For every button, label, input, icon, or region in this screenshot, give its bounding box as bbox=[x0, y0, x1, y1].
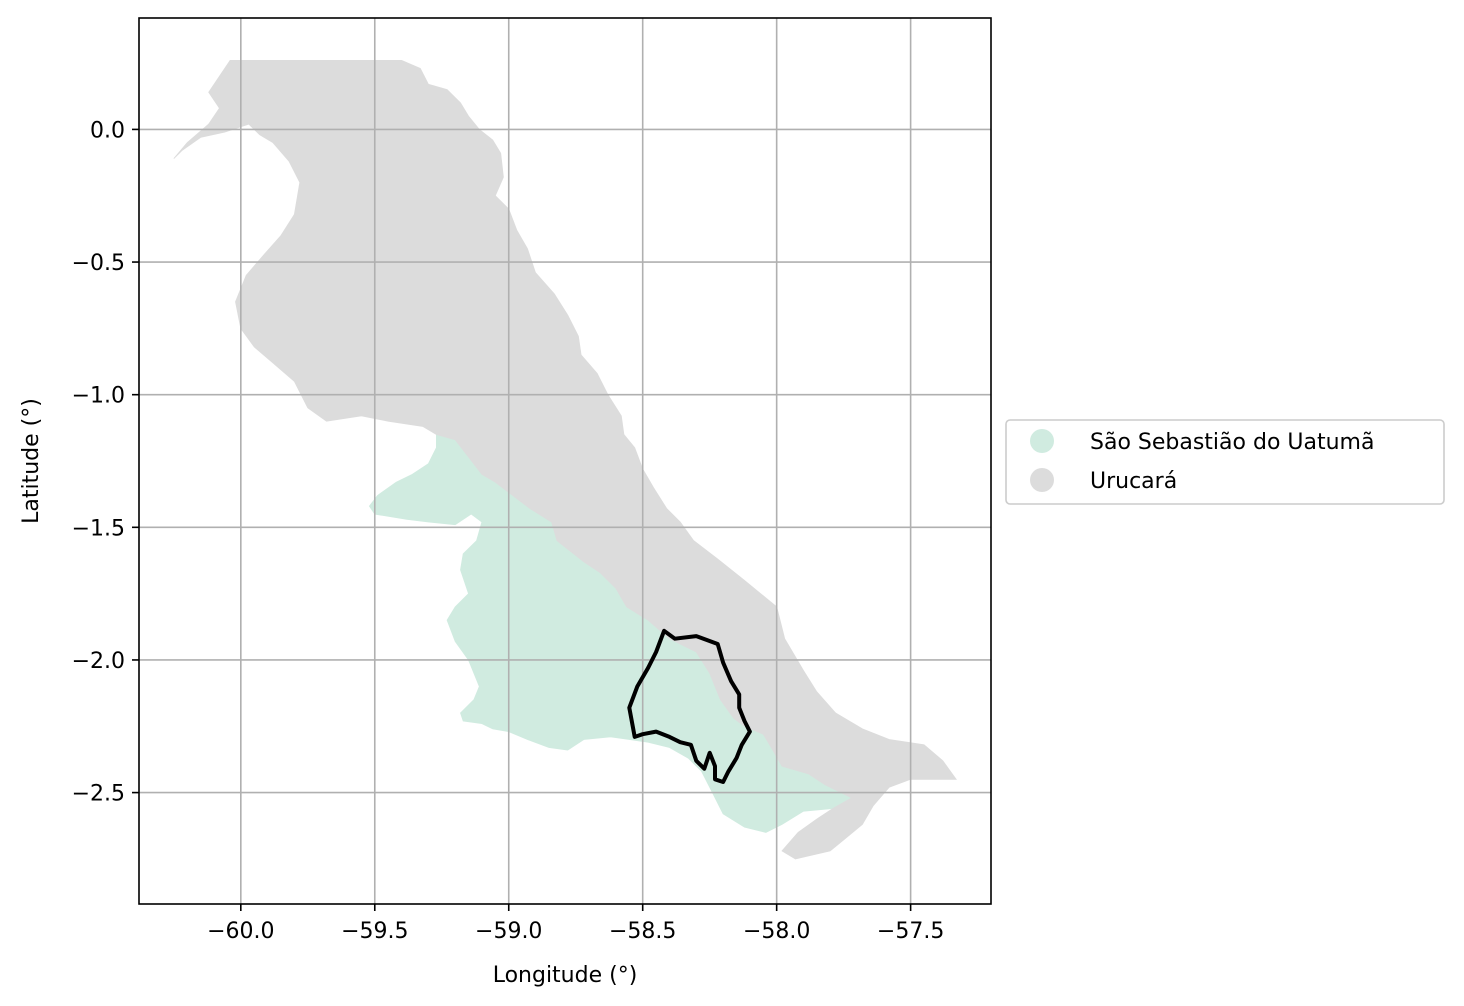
x-axis-label: Longitude (°) bbox=[493, 963, 638, 988]
x-axis-ticks: −60.0 −59.5 −59.0 −58.5 −58.0 −57.5 bbox=[207, 904, 944, 944]
x-tick-label: −58.0 bbox=[743, 919, 810, 944]
legend-frame bbox=[1005, 419, 1445, 505]
x-tick-label: −57.5 bbox=[877, 919, 944, 944]
highlight-outline-layer bbox=[627, 628, 752, 784]
axes-frame bbox=[138, 17, 992, 905]
y-tick-label: −2.0 bbox=[72, 649, 125, 674]
y-tick-label: −0.5 bbox=[72, 251, 125, 276]
y-tick-label: −1.0 bbox=[72, 384, 125, 409]
y-tick-label: 0.0 bbox=[90, 118, 125, 143]
y-tick-label: −2.5 bbox=[72, 782, 125, 807]
y-axis-label: Latitude (°) bbox=[19, 398, 44, 524]
legend-marker-sao-sebastiao bbox=[1030, 429, 1054, 453]
x-tick-label: −60.0 bbox=[207, 919, 274, 944]
legend: São Sebastião do Uatumã Urucará bbox=[1005, 419, 1445, 505]
y-axis-ticks: 0.0 −0.5 −1.0 −1.5 −2.0 −2.5 bbox=[72, 118, 139, 807]
legend-label-sao-sebastiao: São Sebastião do Uatumã bbox=[1090, 430, 1374, 455]
y-tick-label: −1.5 bbox=[72, 516, 125, 541]
x-tick-label: −59.5 bbox=[341, 919, 408, 944]
highlight-outline bbox=[627, 628, 752, 784]
x-tick-label: −59.0 bbox=[475, 919, 542, 944]
legend-marker-urucara bbox=[1030, 468, 1054, 492]
legend-label-urucara: Urucará bbox=[1090, 469, 1177, 494]
x-tick-label: −58.5 bbox=[609, 919, 676, 944]
grid bbox=[139, 18, 991, 904]
